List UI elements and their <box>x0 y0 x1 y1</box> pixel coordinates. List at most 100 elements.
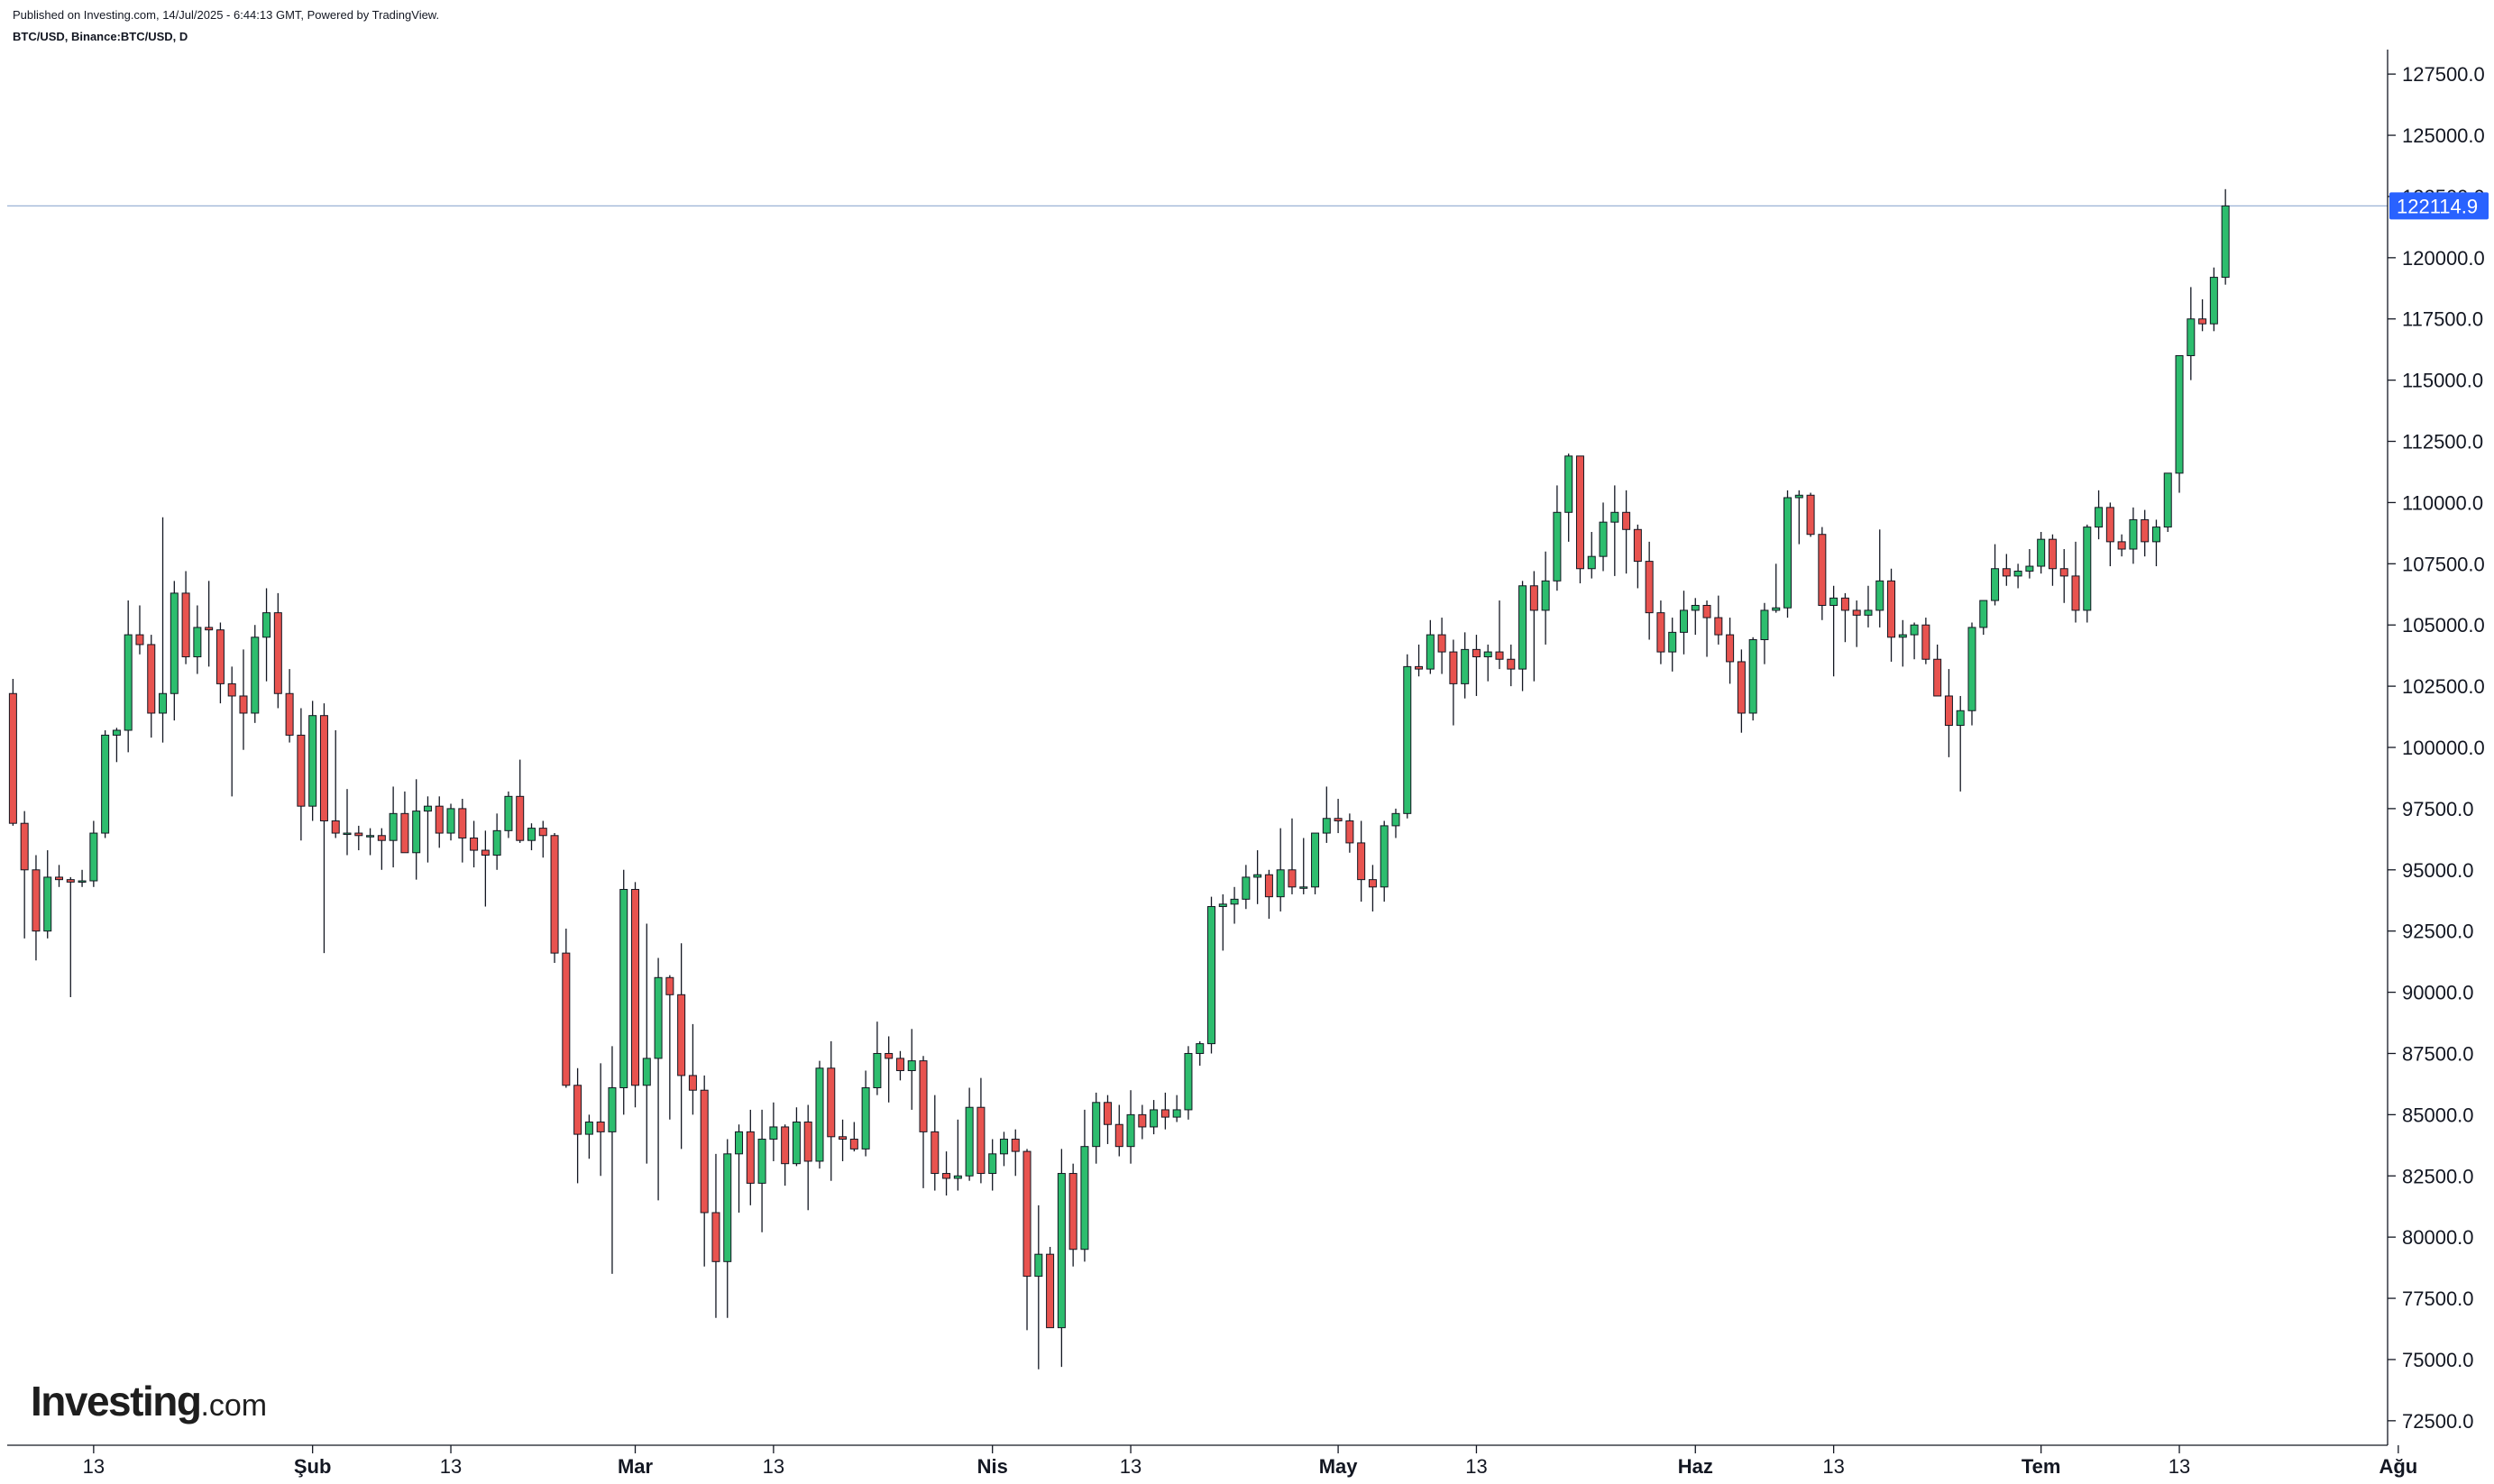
candle-body-up <box>1875 580 1884 611</box>
candle <box>1391 808 1400 838</box>
candle <box>1818 527 1827 620</box>
candle-body-down <box>516 795 525 841</box>
candle <box>988 1139 997 1191</box>
candle <box>319 703 328 954</box>
candle-body-up <box>735 1131 744 1155</box>
candle-body-up <box>757 1139 766 1184</box>
candle-body-up <box>1541 580 1550 611</box>
candle <box>193 605 202 674</box>
candle-body-up <box>1242 876 1251 900</box>
candle <box>1772 563 1781 613</box>
candle-body-up <box>1679 609 1688 633</box>
candle <box>815 1060 824 1169</box>
candle-body-up <box>1380 825 1389 888</box>
candle <box>400 791 409 854</box>
candle-body-down <box>1714 617 1723 636</box>
candle <box>1714 595 1723 645</box>
candle <box>873 1021 882 1095</box>
candle <box>492 813 501 870</box>
candle-body-down <box>919 1060 928 1132</box>
candle-body-up <box>1991 568 2000 601</box>
candle <box>458 799 467 863</box>
candle <box>1495 600 1504 670</box>
candle-body-down <box>1818 534 1827 606</box>
candle-body-up <box>2095 507 2104 528</box>
y-tick-label: 117500.0 <box>2402 308 2483 331</box>
candle <box>1449 639 1458 726</box>
candle-body-up <box>1207 906 1216 1045</box>
candle <box>573 1067 582 1184</box>
candle-body-down <box>1737 661 1746 714</box>
candle-body-up <box>1172 1109 1181 1118</box>
logo-tld: .com <box>200 1388 268 1423</box>
candle-body-up <box>608 1086 617 1132</box>
x-tick-label: Tem <box>2022 1455 2061 1478</box>
candle <box>1150 1100 1159 1135</box>
candle <box>366 828 375 856</box>
y-tick-label: 112500.0 <box>2402 431 2483 453</box>
candle-body-up <box>584 1122 593 1135</box>
candle-body-down <box>1288 869 1297 888</box>
candle <box>205 581 214 667</box>
candle-body-down <box>2141 518 2150 543</box>
candle <box>1322 786 1331 843</box>
candle-body-down <box>1449 651 1458 684</box>
candle-body-up <box>1898 634 1907 638</box>
candle <box>215 622 225 704</box>
candle <box>1910 622 1919 660</box>
candle <box>285 669 294 743</box>
candle <box>2209 267 2218 332</box>
candle-body-down <box>596 1122 605 1132</box>
candle <box>1253 850 1262 904</box>
candle-body-up <box>1587 555 1596 570</box>
candle <box>1472 635 1481 696</box>
candle <box>861 1070 870 1157</box>
candle-body-up <box>1092 1102 1101 1148</box>
candle <box>273 592 282 709</box>
y-axis: 72500.0 75000.0 77500.0 80000.0 82500.0 85000… <box>2387 50 2485 1445</box>
y-tick-label: 107500.0 <box>2402 553 2485 575</box>
candle <box>1172 1095 1181 1122</box>
candle-body-up <box>769 1126 778 1140</box>
candle <box>1933 644 1942 697</box>
candle <box>2071 541 2080 623</box>
candle <box>1829 585 1838 677</box>
candle-body-down <box>1368 879 1377 888</box>
candle <box>1264 869 1273 920</box>
candle-body-down <box>227 682 236 697</box>
y-tick-label: 97500.0 <box>2402 798 2474 820</box>
candle <box>1794 490 1803 545</box>
candle <box>1103 1095 1112 1144</box>
candle <box>112 728 121 763</box>
candle <box>839 1119 848 1161</box>
candle <box>1483 644 1492 682</box>
candle <box>1898 619 1907 667</box>
published-line: Published on Investing.com, 14/Jul/2025 … <box>13 8 440 22</box>
price-label-text: 122114.9 <box>2397 195 2478 217</box>
candle-body-down <box>377 835 386 841</box>
candle <box>470 820 479 868</box>
candle <box>1575 455 1584 584</box>
candle-body-down <box>1944 695 1953 727</box>
candle-body-down <box>573 1085 582 1135</box>
symbol-line: BTC/USD, Binance:BTC/USD, D <box>13 30 188 43</box>
x-tick-label: Ağu <box>2379 1455 2417 1478</box>
candle-body-up <box>527 828 536 841</box>
candle-body-up <box>2037 538 2046 567</box>
candle <box>677 943 686 1150</box>
candle <box>1760 602 1769 664</box>
candle <box>1507 644 1516 687</box>
candle-body-down <box>147 644 156 714</box>
candle-body-up <box>1276 869 1285 898</box>
candle-body-up <box>953 1175 962 1179</box>
candle <box>1046 1247 1055 1329</box>
candle <box>481 830 490 907</box>
candle <box>516 759 525 843</box>
candle <box>251 625 260 723</box>
candle-body-up <box>504 795 513 831</box>
candle <box>2083 524 2092 623</box>
candle-body-down <box>931 1131 940 1175</box>
candle <box>1276 828 1285 911</box>
candle <box>1610 485 1619 576</box>
